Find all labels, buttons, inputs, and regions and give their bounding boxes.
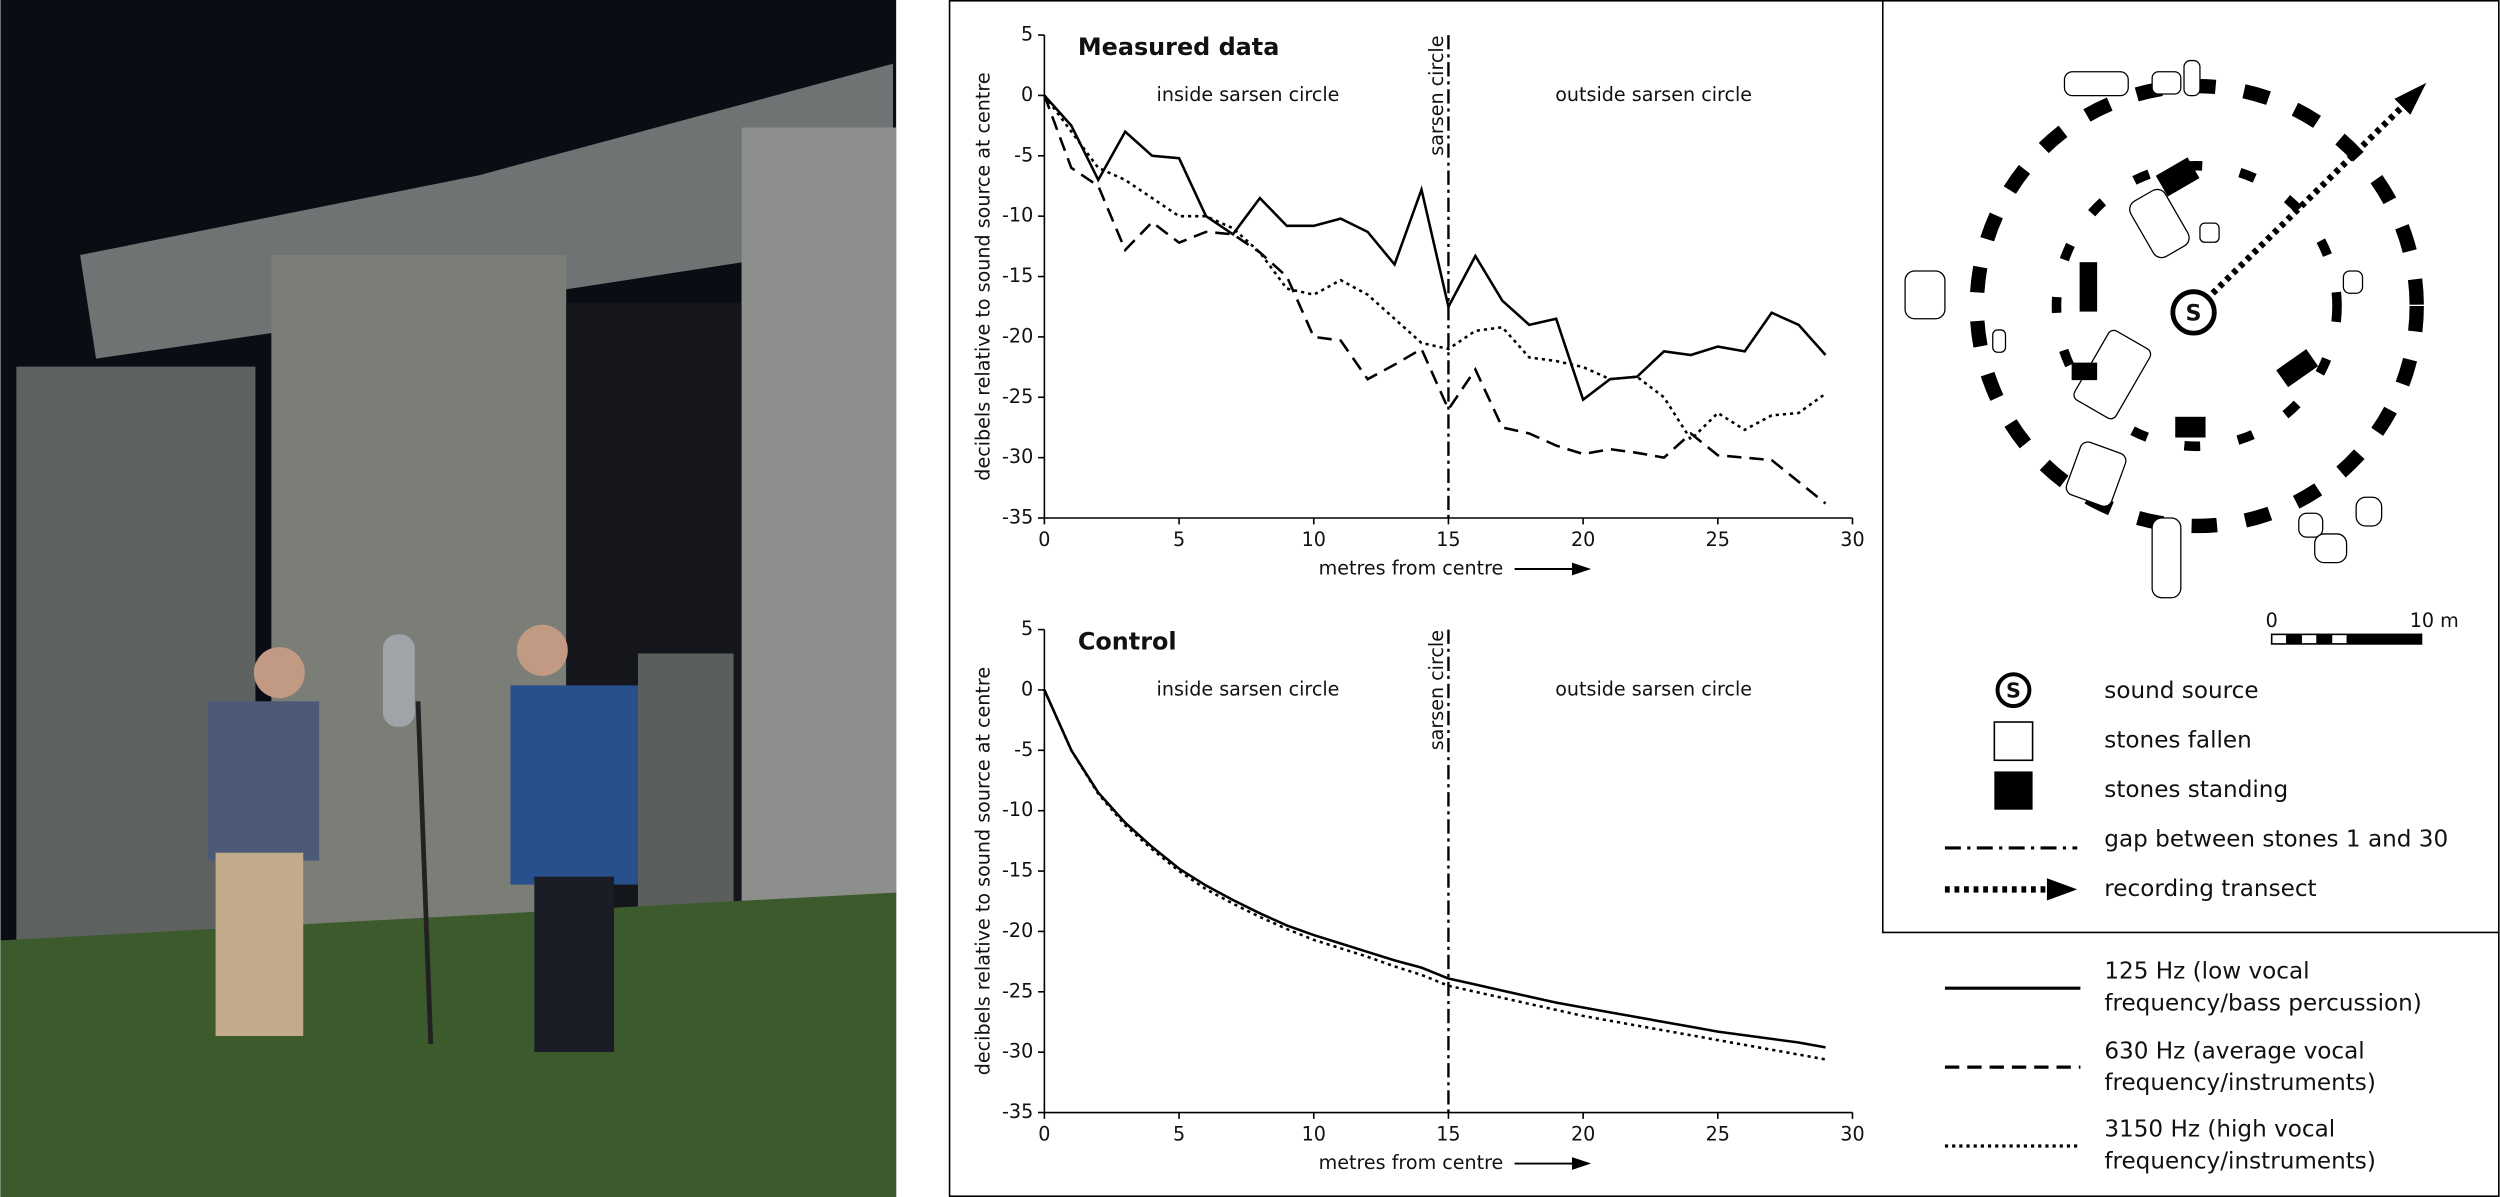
region-label: inside sarsen circle [1157, 678, 1340, 701]
y-tick-label: -35 [1002, 506, 1033, 529]
y-tick-label: -10 [1002, 798, 1033, 821]
map-legend-label: sound source [2104, 678, 2258, 704]
y-tick-label: -20 [1002, 324, 1033, 347]
x-tick-label: 30 [1840, 1122, 1864, 1145]
marker-label: sarsen circle [1425, 630, 1448, 750]
y-tick-label: -25 [1002, 979, 1033, 1002]
legend-entry: 630 Hz (average vocal frequency/instrume… [2104, 1038, 2376, 1096]
x-tick-label: 20 [1571, 528, 1595, 551]
x-axis-label: metres from centre [1319, 1151, 1504, 1174]
series-line [1043, 689, 1826, 1049]
y-tick-label: -30 [1002, 1040, 1033, 1063]
x-tick-label: 30 [1840, 528, 1864, 551]
region-label: inside sarsen circle [1157, 83, 1340, 106]
y-axis-label: decibels relative to sound source at cen… [971, 72, 994, 480]
map-frame [1881, 0, 2500, 934]
legend-label: 125 Hz (low vocal frequency/bass percuss… [2104, 959, 2422, 1017]
map-legend-label: recording transect [2104, 876, 2316, 902]
chart-title: Measured data [1078, 33, 1279, 61]
x-axis-arrowhead [1571, 1157, 1592, 1170]
y-tick-label: -15 [1002, 859, 1033, 882]
legend-source-label: S [2006, 679, 2021, 703]
y-tick-label: 0 [1021, 677, 1033, 700]
x-tick-label: 25 [1706, 528, 1730, 551]
x-tick-label: 5 [1173, 1122, 1185, 1145]
photo [0, 0, 897, 1197]
source-label: S [2186, 300, 2202, 326]
map-legend-label: stones standing [2104, 777, 2288, 803]
y-axis-label: decibels relative to sound source at cen… [971, 667, 994, 1075]
y-tick-label: -35 [1002, 1100, 1033, 1123]
x-tick-label: 20 [1571, 1122, 1595, 1145]
y-tick-label: 5 [1021, 23, 1033, 46]
x-tick-label: 0 [1038, 1122, 1050, 1145]
legend-entry: 3150 Hz (high vocal frequency/instrument… [2104, 1117, 2376, 1175]
legend-label: 3150 Hz (high vocal frequency/instrument… [2104, 1117, 2376, 1175]
x-tick-label: 25 [1706, 1122, 1730, 1145]
frame [948, 0, 2500, 1197]
y-tick-label: 5 [1021, 617, 1033, 640]
x-tick-label: 0 [1038, 528, 1050, 551]
y-tick-label: -5 [1014, 738, 1033, 761]
region-label: outside sarsen circle [1555, 678, 1752, 701]
legend-label: 630 Hz (average vocal frequency/instrume… [2104, 1038, 2376, 1096]
x-tick-label: 10 [1302, 1122, 1326, 1145]
region-label: outside sarsen circle [1555, 83, 1752, 106]
y-tick-label: -25 [1002, 385, 1033, 408]
y-tick-label: 0 [1021, 83, 1033, 106]
map-legend-label: stones fallen [2104, 728, 2252, 754]
series-line [1043, 689, 1826, 1061]
scale-label: 0 [2266, 609, 2278, 632]
x-tick-label: 15 [1436, 1122, 1460, 1145]
x-tick-label: 10 [1302, 528, 1326, 551]
y-tick-label: -15 [1002, 264, 1033, 287]
chart-title: Control [1078, 627, 1177, 655]
y-tick-label: -5 [1014, 143, 1033, 166]
y-tick-label: -10 [1002, 204, 1033, 227]
x-axis-arrowhead [1571, 562, 1592, 576]
series-line [1043, 94, 1827, 402]
map [1904, 59, 2427, 901]
legend-entry: 125 Hz (low vocal frequency/bass percuss… [2104, 959, 2422, 1017]
series-line [1043, 94, 1827, 505]
scale-label: 10 m [2410, 609, 2459, 632]
x-axis-label: metres from centre [1319, 557, 1504, 580]
map-legend-label: gap between stones 1 and 30 [2104, 826, 2448, 852]
x-tick-label: 15 [1436, 528, 1460, 551]
y-tick-label: -20 [1002, 919, 1033, 942]
x-tick-label: 5 [1173, 528, 1185, 551]
series-line [1043, 94, 1827, 442]
marker-label: sarsen circle [1425, 36, 1448, 156]
y-tick-label: -30 [1002, 445, 1033, 468]
